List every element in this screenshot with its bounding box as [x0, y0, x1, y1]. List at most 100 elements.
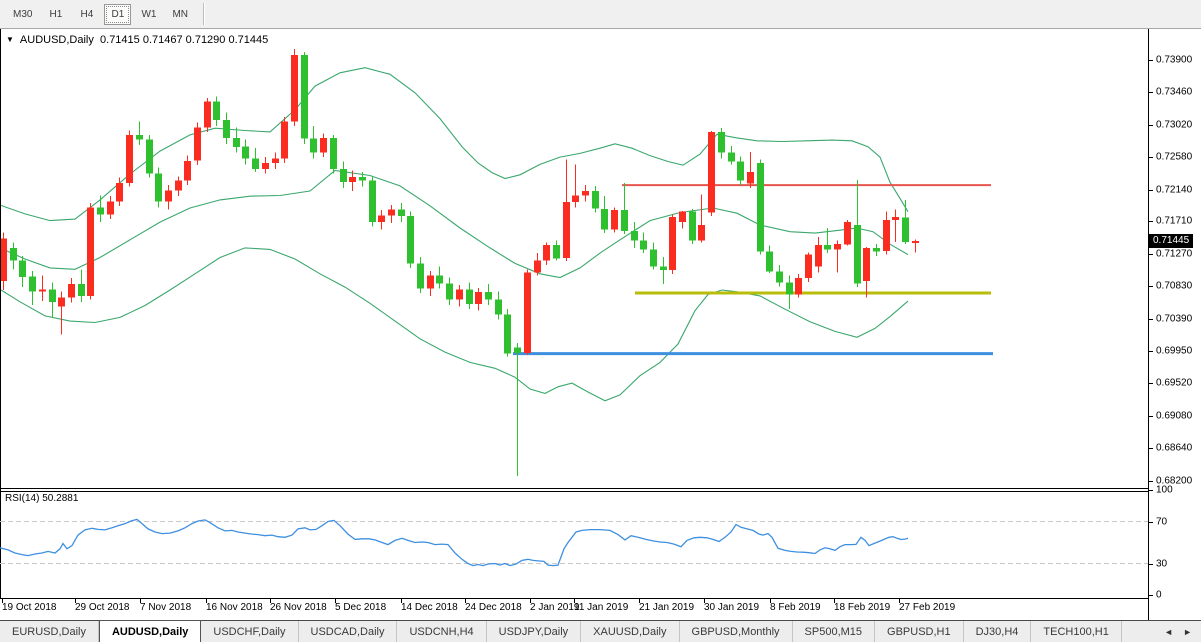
- chart-title: ▼ AUDUSD,Daily 0.71415 0.71467 0.71290 0.…: [6, 34, 268, 46]
- time-axis-label: 27 Feb 2019: [899, 602, 956, 613]
- price-tick: [1149, 92, 1153, 93]
- price-axis-label: 0.72580: [1156, 151, 1193, 163]
- candle-body: [534, 260, 541, 273]
- rsi-scale-tick: [1149, 595, 1153, 596]
- candle-body: [310, 138, 317, 153]
- candle-body: [621, 210, 628, 231]
- candle-body: [757, 163, 764, 252]
- candle-body: [456, 289, 463, 300]
- candle-body: [175, 180, 182, 191]
- candle-body: [87, 207, 94, 296]
- candle-body: [563, 202, 570, 259]
- candle-body: [301, 55, 308, 139]
- timeframe-buttons: M30 H1 H4 D1 W1 MN: [5, 3, 196, 25]
- price-tick: [1149, 286, 1153, 287]
- symbol-tab-usdchf[interactable]: USDCHF,Daily: [201, 621, 299, 642]
- time-axis-label: 30 Jan 2019: [704, 602, 760, 613]
- timeframe-button-h1[interactable]: H1: [49, 8, 63, 20]
- symbol-tab-usdjpy[interactable]: USDJPY,Daily: [487, 621, 582, 642]
- tab-scroll-left-icon[interactable]: ◄: [1164, 626, 1174, 637]
- candle-body: [689, 211, 696, 241]
- price-axis[interactable]: 0.73900 0.73460 0.73020 0.72580 0.72140 0.717…: [1148, 29, 1201, 620]
- rsi-scale-label: 0: [1156, 589, 1162, 601]
- price-axis-label: 0.69950: [1156, 345, 1193, 357]
- candle-body: [514, 347, 521, 353]
- time-axis-label: 16 Nov 2018: [206, 602, 263, 613]
- price-tick: [1149, 221, 1153, 222]
- price-axis-label: 0.73900: [1156, 54, 1193, 66]
- candle-body: [417, 263, 424, 289]
- candle-body: [912, 240, 919, 244]
- candle-body: [369, 180, 376, 223]
- candle-body: [718, 131, 725, 153]
- candle-body: [815, 245, 822, 267]
- timeframe-button-w1[interactable]: W1: [141, 8, 157, 20]
- rsi-scale-label: 100: [1156, 484, 1173, 496]
- chart-ohlc-readout: 0.71415 0.71467 0.71290 0.71445: [100, 34, 269, 46]
- timeframe-button-h4[interactable]: H4: [80, 8, 94, 20]
- candle-body: [892, 216, 899, 220]
- price-axis-label: 0.70830: [1156, 280, 1193, 292]
- candle-body: [242, 146, 249, 159]
- candle-body: [378, 215, 385, 222]
- symbol-dropdown-icon[interactable]: ▼: [6, 35, 14, 44]
- candle-body: [795, 278, 802, 295]
- rsi-indicator-label: RSI(14) 50.2881: [5, 493, 79, 504]
- candle-body: [0, 238, 7, 282]
- time-axis-label: 24 Dec 2018: [465, 602, 522, 613]
- candle-body: [572, 195, 579, 203]
- symbol-tab-sp500[interactable]: SP500,M15: [793, 621, 876, 642]
- symbol-tab-eurusd[interactable]: EURUSD,Daily: [0, 621, 99, 642]
- candle-body: [592, 191, 599, 209]
- price-tick: [1149, 60, 1153, 61]
- symbol-tab-xauusd[interactable]: XAUUSD,Daily: [581, 621, 680, 642]
- timeframe-toolbar: M30 H1 H4 D1 W1 MN: [0, 0, 1201, 29]
- price-axis-label: 0.69520: [1156, 377, 1193, 389]
- symbol-tab-gbpusd[interactable]: GBPUSD,H1: [875, 621, 964, 642]
- timeframe-button-m30[interactable]: M30: [13, 8, 33, 20]
- price-axis-label: 0.70390: [1156, 313, 1193, 325]
- candle-body: [165, 190, 172, 202]
- time-axis-label: 2 Jan 2019: [530, 602, 580, 613]
- candle-body: [272, 158, 279, 163]
- symbol-tab-audusd[interactable]: AUDUSD,Daily: [98, 620, 202, 642]
- candle-body: [194, 127, 201, 161]
- candle-body: [427, 275, 434, 289]
- timeframe-button-d1[interactable]: D1: [104, 3, 132, 25]
- candle-body: [766, 251, 773, 272]
- rsi-scale-label: 30: [1156, 558, 1168, 569]
- time-axis-label: 14 Dec 2018: [401, 602, 458, 613]
- candle-body: [650, 249, 657, 267]
- candle-body: [854, 225, 861, 284]
- candle-body: [495, 299, 502, 315]
- price-tick: [1149, 351, 1153, 352]
- candle-body: [58, 297, 65, 307]
- symbol-tab-dj30[interactable]: DJ30,H4: [964, 621, 1032, 642]
- candle-body: [466, 289, 473, 305]
- symbol-tab-usdcad[interactable]: USDCAD,Daily: [299, 621, 398, 642]
- tab-scroll-right-icon[interactable]: ►: [1183, 626, 1192, 637]
- candle-body: [126, 134, 133, 183]
- symbol-tab-tech100[interactable]: TECH100,H1: [1031, 621, 1122, 642]
- chart-canvas[interactable]: ▼ AUDUSD,Daily 0.71415 0.71467 0.71290 0.…: [0, 29, 1148, 620]
- symbol-tab-usdcnh[interactable]: USDCNH,H4: [397, 621, 487, 642]
- price-tick: [1149, 319, 1153, 320]
- rsi-scale-tick: [1149, 564, 1153, 565]
- candle-body: [107, 201, 114, 215]
- candle-body: [136, 134, 143, 140]
- candle-body: [398, 209, 405, 217]
- price-tick: [1149, 416, 1153, 417]
- candle-body: [68, 284, 75, 298]
- price-axis-label: 0.71710: [1156, 215, 1193, 227]
- candle-body: [601, 208, 608, 230]
- timeframe-button-mn[interactable]: MN: [172, 8, 189, 20]
- time-axis-label: 18 Feb 2019: [834, 602, 891, 613]
- candle-body: [543, 245, 550, 261]
- symbol-tab-gbpusd[interactable]: GBPUSD,Monthly: [680, 621, 793, 642]
- candle-body: [446, 283, 453, 300]
- candle-body: [146, 139, 153, 174]
- time-axis-label: 29 Oct 2018: [75, 602, 130, 613]
- price-tick: [1149, 481, 1153, 482]
- price-axis-label: 0.72140: [1156, 184, 1193, 196]
